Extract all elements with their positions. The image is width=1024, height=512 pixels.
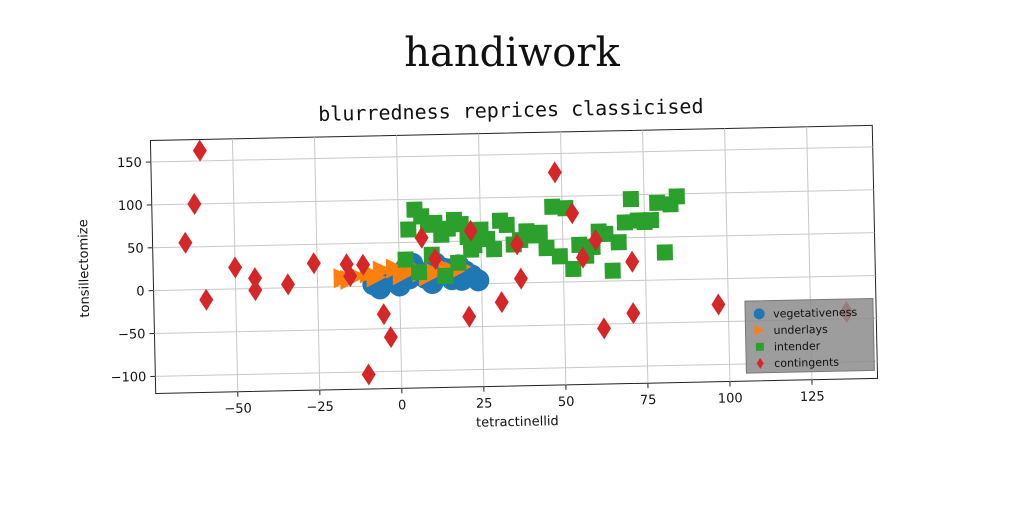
intender-point [538,239,555,257]
contingents-point [509,233,524,256]
contingents-point [248,267,263,290]
legend-marker-vegetativeness [753,308,765,320]
y-gridline [151,189,874,206]
intender-point [452,215,469,233]
plot-area [149,124,879,395]
y-tick-label: −100 [111,370,147,386]
y-gridline [153,274,876,292]
contingents-point [513,267,528,290]
contingents-point [248,279,263,302]
y-tick-label: 150 [117,156,142,172]
intender-point [450,254,467,271]
legend-marker-contingents [756,357,764,369]
legend-label-intender: intender [774,340,821,354]
contingents-point [588,229,603,252]
intender-point [485,240,503,258]
contingents-point [361,363,376,386]
legend: vegetativeness underlays intender contingen… [744,297,875,374]
contingents-point [626,302,641,325]
vegetativeness-point [467,269,490,292]
intender-point [642,211,660,229]
intender-point [551,248,569,265]
contingents-point [547,161,562,184]
contingents-point [281,273,296,296]
x-axis-label: tetractinellid [476,414,559,431]
x-tick-label: 50 [558,395,575,410]
intender-point [544,198,561,215]
contingents-point [428,247,443,270]
underlays-point [366,267,387,288]
x-tick-label: 100 [718,391,743,407]
intender-point [397,251,414,268]
y-axis-label: tonsillectomize [76,219,93,317]
intender-point [649,194,666,212]
contingents-point [192,139,207,162]
contingents-point [376,303,391,326]
contingents-point [575,246,590,269]
data-points [178,139,854,386]
intender-point [668,188,685,205]
contingents-point [199,288,214,311]
chart-title: blurredness reprices classicised [318,94,704,126]
x-gridline [724,128,731,382]
x-tick-label: 0 [398,398,407,413]
x-tick-label: 125 [800,389,825,405]
contingents-point [306,252,321,275]
contingents-point [356,253,371,276]
legend-box [744,297,875,374]
legend-marker-intender [755,342,764,351]
intender-point [462,241,480,258]
underlays-point [392,265,413,286]
series-contingents [178,139,854,386]
x-gridline [478,133,485,387]
y-tick-label: 100 [118,199,143,215]
y-axis: −100 −50 0 50 100 150 [111,156,156,386]
intender-point [610,234,627,251]
contingents-point [625,250,640,273]
y-tick-label: −50 [118,327,146,343]
intender-point [410,264,428,281]
intender-point [498,216,515,234]
legend-label-vegetativeness: vegetativeness [773,306,857,321]
contingents-point [178,231,193,254]
figure-suptitle: handiwork [404,30,620,76]
y-tick-label: 50 [127,241,144,256]
contingents-point [383,326,398,349]
contingents-point [463,219,478,242]
intender-point [400,221,417,238]
contingents-point [711,293,726,316]
contingents-point [462,305,477,328]
x-axis: −50 −25 0 25 50 75 100 125 [224,379,825,417]
y-gridline [150,146,873,163]
intender-point [656,244,674,261]
intender-point [531,224,548,241]
legend-marker-underlays [754,325,765,336]
intender-point [565,260,582,278]
intender-point [622,190,640,208]
intender-point [437,267,454,285]
contingents-point [343,265,358,288]
intender-point [604,262,621,279]
x-tick-label: −50 [224,401,252,417]
x-tick-label: 25 [476,396,493,411]
legend-label-underlays: underlays [773,323,828,337]
y-tick-label: 0 [136,284,145,299]
contingents-point [494,291,509,314]
x-gridline [642,130,649,384]
contingents-point [414,226,429,249]
x-tick-label: 75 [640,393,657,408]
contingents-point [187,192,202,215]
contingents-point [565,202,580,225]
intender-point [616,214,633,231]
x-tick-label: −25 [306,400,334,416]
contingents-point [597,317,612,340]
contingents-point [228,256,243,279]
legend-label-contingents: contingents [774,356,839,370]
